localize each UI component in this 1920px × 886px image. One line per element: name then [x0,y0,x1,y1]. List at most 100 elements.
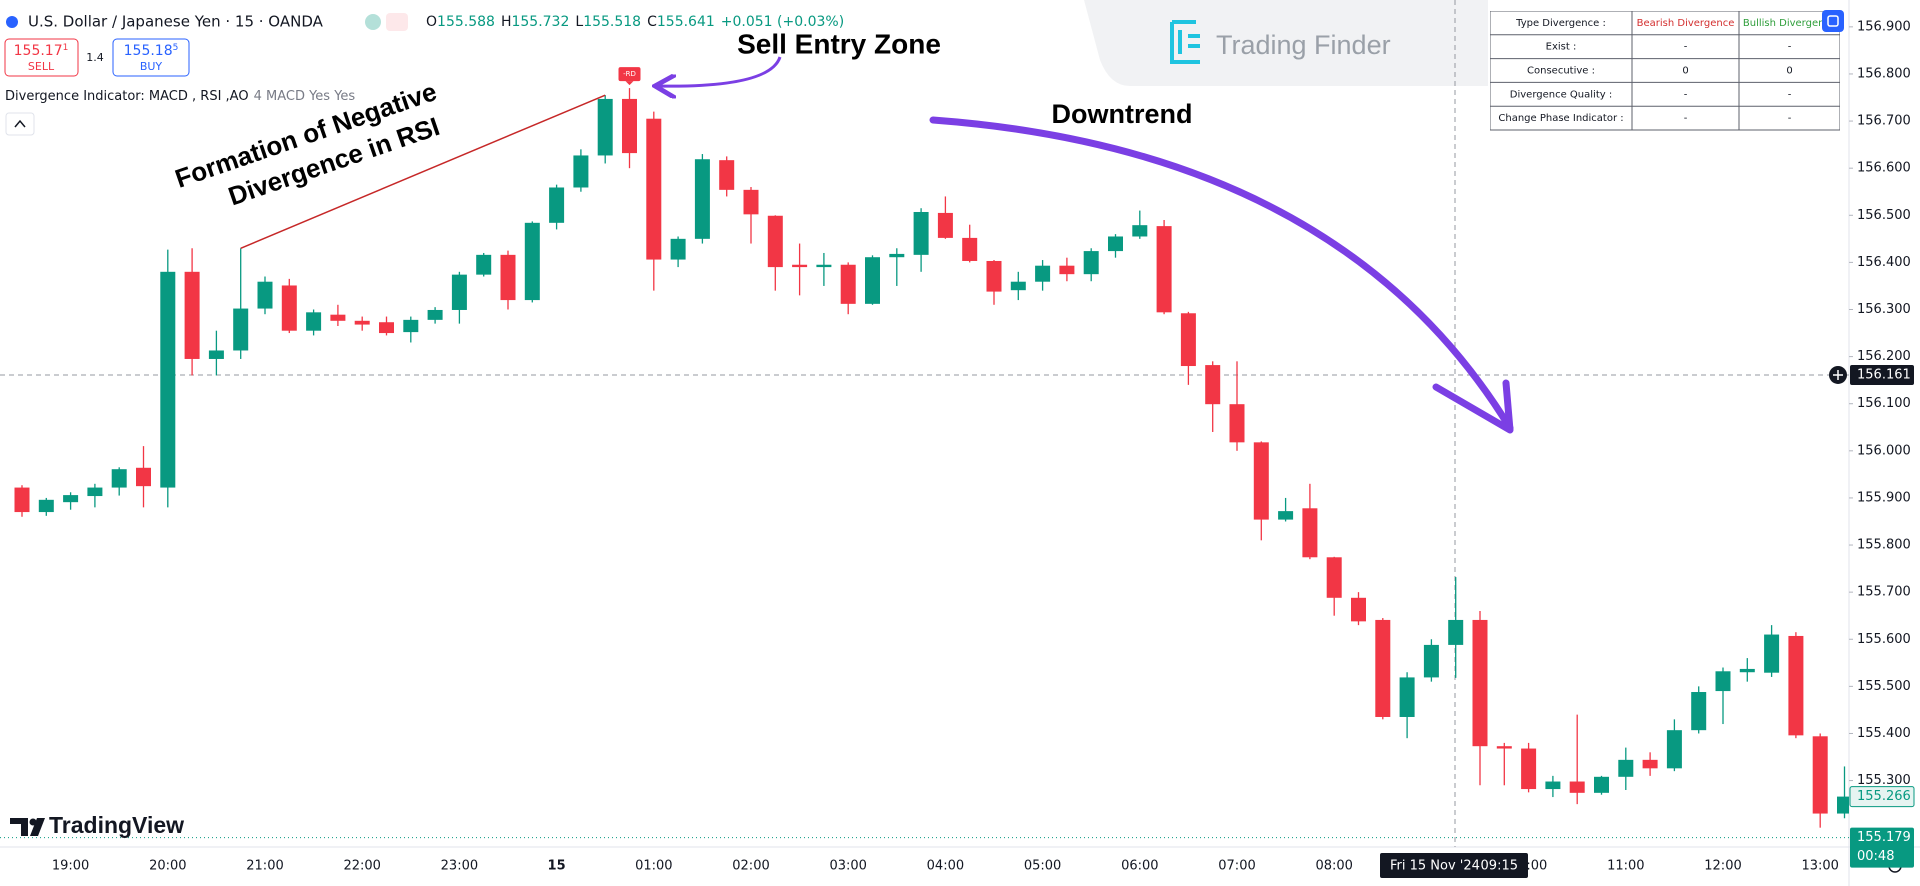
settings-button[interactable] [1822,10,1844,32]
collapse-button[interactable] [5,112,35,136]
y-tick-label: 155.900 [1857,490,1911,505]
buy-button[interactable] [112,38,190,77]
sell-button[interactable] [4,38,79,77]
candle-body [1764,634,1780,673]
candle-body [1108,236,1123,252]
table-cell: - [1684,42,1688,53]
y-tick-label: 156.900 [1857,19,1911,34]
sell-price-pip: 1 [63,43,69,53]
x-tick-label: 08:00 [1315,859,1352,874]
x-tick-label: 02:00 [732,859,769,874]
x-tick-label: 03:00 [829,859,866,874]
candle-body [1521,748,1537,790]
last-price-box [1850,827,1914,868]
table-cell: - [1788,89,1792,100]
crosshair-date: Fri 15 Nov '24 [1390,859,1480,874]
candle-body [743,189,759,215]
buy-price-main: 155.18 [124,43,173,59]
ohlc-label: L [575,14,583,30]
candle-body [14,487,30,513]
sell-entry-label: Sell Entry Zone [737,28,941,59]
y-tick-label: 155.400 [1857,726,1911,741]
table-cell: - [1788,42,1792,53]
symbol[interactable]: U.S. Dollar / Japanese Yen · 15 · OANDA [28,13,324,31]
candle-body [1618,759,1634,777]
table-cell: 0 [1682,66,1688,77]
candle-body [1351,597,1366,622]
candle-body [38,499,54,513]
symbol-icon [6,16,18,28]
y-tick-label: 155.300 [1857,773,1911,788]
candle-body [476,254,492,275]
ohlc-value: 155.518 [583,14,641,30]
x-tick-label: 11:00 [1607,859,1644,874]
candle-body [500,254,516,301]
crosshair-time: 09:15 [1481,859,1518,874]
y-tick-label: 155.800 [1857,538,1911,553]
candle-body [233,308,249,351]
table-cell: - [1788,113,1792,124]
table-cell: Divergence Quality : [1510,89,1612,100]
candle-body [549,187,565,223]
indicator-legend[interactable]: Divergence Indicator: MACD , RSI ,AO 4 MA… [5,89,355,104]
candle-body [524,222,540,301]
sell-price-main: 155.17 [14,43,63,59]
candle-body [865,257,880,304]
candle-body [136,467,151,487]
table-cell: Exist : [1546,42,1577,53]
divergence-tag: -RD [623,70,636,78]
ohlc-value: 155.732 [511,14,569,30]
candle-body [1666,730,1682,769]
candle-body [306,312,322,331]
candle-body [1229,404,1245,443]
ohlc-value: 155.641 [657,14,715,30]
tv-logo-text: TradingView [49,812,184,838]
collapse-icon [14,119,26,128]
candle-body [1545,781,1561,790]
status-dot [365,14,381,30]
candle-body [1132,225,1148,237]
x-tick-label: 06:00 [1121,859,1158,874]
candle-body [1496,746,1512,749]
candle-body [1205,365,1221,405]
sell-price[interactable]: 155.171 [14,43,69,60]
table-cell: - [1684,89,1688,100]
y-tick-label: 156.600 [1857,161,1911,176]
spread: 1.4 [86,51,104,64]
y-tick-label: 155.500 [1857,679,1911,694]
candle-body [1739,668,1755,673]
candle-body [1594,776,1609,793]
candle-body [1326,557,1342,598]
downtrend-arrow-head [1432,379,1514,434]
ohlc-label: O [426,14,437,30]
candle-body [986,260,1002,292]
crosshair-time-box [1380,853,1528,878]
candle-body [208,350,224,359]
candle-body [646,118,662,260]
buy-label[interactable]: BUY [140,60,163,73]
candle-body [962,237,978,261]
candle-body [1788,635,1804,736]
buy-price[interactable]: 155.185 [124,43,179,60]
divergence-tag-pointer [625,81,634,86]
y-tick-label: 156.700 [1857,114,1911,129]
crosshair-add-icon [1833,369,1843,380]
candle-body [1837,796,1849,814]
candle-body [816,264,832,268]
last-price: 155.179 [1857,830,1911,845]
marker-price: 155.266 [1857,789,1911,804]
candle-body [160,271,176,488]
candle-body [63,495,79,503]
candle-body [573,155,589,188]
y-tick-label: 156.300 [1857,302,1911,317]
table-cell: 0 [1786,66,1792,77]
x-tick-label: 23:00 [441,859,478,874]
buy-price-pip: 5 [173,43,179,53]
candle-body [1691,692,1707,731]
sell-label[interactable]: SELL [28,60,55,73]
watermark-text: Trading Finder [1216,30,1391,60]
candle-body [792,264,808,268]
table-cell: Bearish Divergence [1637,18,1735,29]
